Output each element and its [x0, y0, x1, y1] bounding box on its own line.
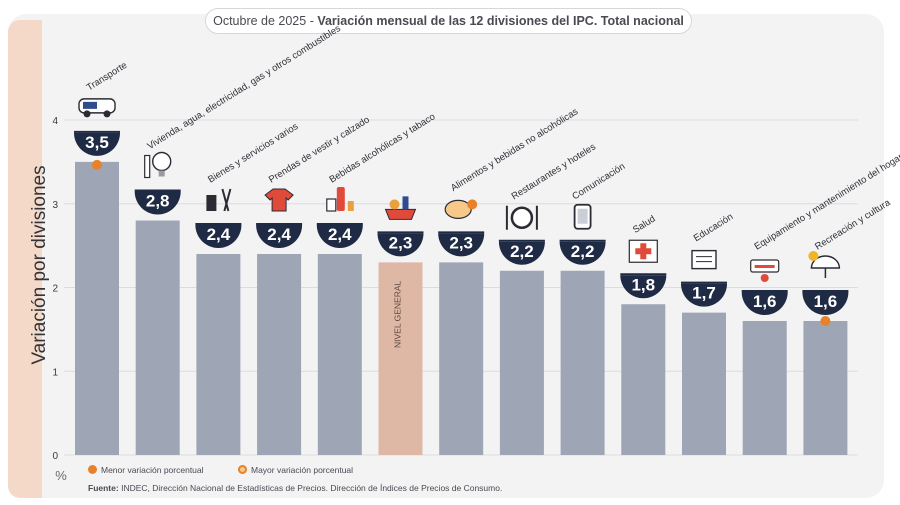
bar	[135, 220, 180, 455]
value-badge	[438, 233, 485, 257]
category-label: Prendas de vestir y calzado	[267, 114, 372, 185]
value-badge-top	[802, 290, 849, 292]
food-icon	[444, 199, 478, 219]
phone-icon	[573, 203, 592, 230]
data-label: 2,3	[389, 233, 413, 252]
value-badge	[741, 292, 788, 315]
title-main: Variación mensual de las 12 divisiones d…	[317, 14, 684, 28]
y-tick-label: 3	[52, 200, 58, 211]
cutlery-icon	[505, 205, 538, 230]
value-badge	[681, 283, 727, 307]
legend-max-dot	[238, 465, 247, 474]
y-tick-label: 1	[52, 367, 58, 378]
value-badge	[316, 225, 363, 248]
value-badge-top	[559, 239, 606, 242]
bar	[682, 312, 726, 455]
bar-inner-label: NIVEL GENERAL	[393, 280, 403, 348]
bar	[378, 262, 423, 455]
data-label: 2,8	[146, 192, 170, 211]
bar	[257, 254, 302, 455]
min-marker	[820, 316, 831, 326]
category-label: Salud	[631, 214, 657, 236]
data-label: 1,6	[753, 292, 777, 311]
value-badge-top	[195, 223, 242, 225]
bar	[560, 270, 605, 455]
value-badge	[195, 225, 242, 248]
bar	[439, 262, 484, 455]
data-label: 2,2	[571, 242, 595, 261]
category-label: Bebidas alcohólicas y tabaco	[328, 111, 438, 185]
lightbulb-icon	[144, 151, 172, 179]
value-badge-top	[256, 223, 303, 225]
y-tick-label: 2	[52, 284, 58, 295]
shirt-icon	[264, 188, 294, 212]
notebook-icon	[691, 249, 717, 270]
data-label: 2,4	[267, 225, 291, 244]
bar	[621, 304, 666, 455]
basket-icon	[384, 196, 417, 220]
legend-max-label: Mayor variación porcentual	[251, 465, 354, 475]
legend-min-label: Menor variación porcentual	[101, 465, 204, 475]
value-badge-top	[681, 281, 727, 284]
value-badge-top	[377, 231, 424, 234]
category-label: Alimentos y bebidas no alcohólicas	[449, 106, 580, 194]
category-label: Comunicación	[570, 161, 627, 202]
source-text: INDEC, Dirección Nacional de Estadística…	[121, 483, 503, 493]
value-badge-top	[316, 223, 363, 225]
chart-title: Octubre de 2025 - Variación mensual de l…	[205, 8, 692, 34]
value-badge	[74, 132, 120, 156]
category-label: Transporte	[85, 60, 129, 93]
bar	[742, 321, 787, 455]
comb-icon	[206, 188, 232, 212]
value-badge-top	[620, 273, 667, 276]
car-icon	[78, 98, 116, 118]
air-conditioner-icon	[750, 259, 780, 282]
bar	[75, 161, 119, 455]
data-label: 2,4	[207, 225, 231, 244]
value-badge	[256, 225, 303, 248]
source-note: Fuente: INDEC, Dirección Nacional de Est…	[88, 483, 502, 493]
value-badge-top	[741, 290, 788, 292]
value-badge	[559, 241, 606, 265]
data-label: 2,2	[510, 242, 534, 261]
bottle-icon	[326, 187, 354, 212]
value-badge	[498, 241, 545, 265]
data-label: 1,8	[631, 275, 655, 294]
bar	[196, 254, 241, 455]
bar	[803, 321, 848, 455]
bar	[317, 254, 362, 455]
bar	[499, 270, 544, 455]
data-label: 3,5	[85, 133, 109, 152]
y-tick-label: 0	[52, 451, 58, 462]
umbrella-icon	[808, 251, 841, 278]
value-badge	[620, 275, 667, 299]
legend-max: Mayor variación porcentual	[238, 465, 353, 475]
y-axis-strip	[8, 20, 42, 498]
source-label: Fuente:	[88, 483, 119, 493]
title-prefix: Octubre de 2025 -	[213, 14, 318, 28]
value-badge	[802, 292, 849, 315]
value-badge-top	[438, 231, 485, 234]
data-label: 2,3	[449, 233, 473, 252]
y-tick-label: 4	[52, 116, 58, 127]
data-label: 1,6	[814, 292, 838, 311]
legend-min: Menor variación porcentual	[88, 465, 204, 475]
value-badge-top	[498, 239, 545, 242]
max-marker	[92, 159, 102, 170]
data-label: 1,7	[692, 284, 716, 303]
medical-cross-icon	[628, 239, 658, 263]
category-label: Vivienda, agua, electricidad, gas y otro…	[145, 23, 343, 152]
value-badge-top	[74, 130, 120, 133]
legend-min-dot	[88, 465, 97, 474]
value-badge	[377, 233, 424, 257]
value-badge-top	[134, 189, 181, 192]
category-label: Educación	[692, 211, 735, 244]
value-badge	[134, 191, 181, 215]
y-unit-label: %	[55, 468, 67, 483]
data-label: 2,4	[328, 225, 352, 244]
